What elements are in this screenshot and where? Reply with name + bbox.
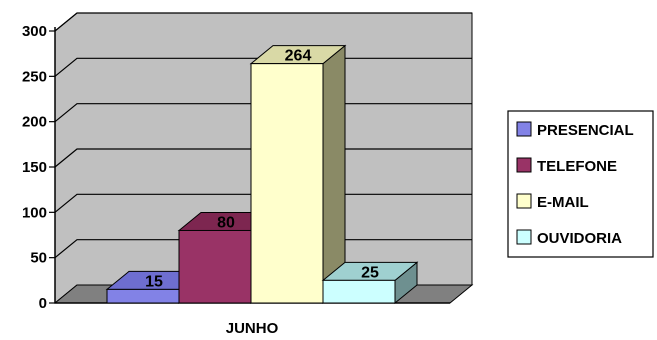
y-tick-label: 150 bbox=[22, 159, 47, 176]
legend-swatch bbox=[516, 193, 532, 209]
legend-swatch bbox=[516, 229, 532, 245]
legend-swatch bbox=[516, 121, 532, 137]
y-tick-label: 100 bbox=[22, 204, 47, 221]
y-tick-label: 250 bbox=[22, 68, 47, 85]
legend-label: TELEFONE bbox=[537, 158, 617, 175]
legend-label: E-MAIL bbox=[537, 194, 589, 211]
data-label: 264 bbox=[285, 48, 312, 65]
y-tick-label: 0 bbox=[39, 295, 47, 312]
x-axis-categories: JUNHO bbox=[226, 320, 279, 337]
legend-item: TELEFONE bbox=[516, 157, 617, 175]
bar-e-mail bbox=[249, 44, 347, 305]
legend-swatch bbox=[516, 157, 532, 173]
bar-ouvidoria bbox=[321, 261, 419, 305]
bar-front bbox=[178, 229, 252, 304]
bars bbox=[105, 44, 419, 305]
y-tick-label: 200 bbox=[22, 114, 47, 131]
y-tick-label: 50 bbox=[30, 250, 47, 267]
category-label: JUNHO bbox=[226, 320, 279, 337]
legend-box bbox=[507, 110, 654, 258]
legend-item: E-MAIL bbox=[516, 193, 589, 211]
y-tick-label: 300 bbox=[22, 23, 47, 40]
legend: PRESENCIAL TELEFONE E-MAIL OUVIDORIA bbox=[507, 110, 654, 258]
data-labels: 15 80 264 25 bbox=[145, 48, 379, 291]
bar-front bbox=[322, 279, 396, 304]
gridline bbox=[54, 12, 472, 32]
bar-front bbox=[250, 63, 324, 304]
data-label: 80 bbox=[217, 214, 235, 231]
legend-item: PRESENCIAL bbox=[516, 121, 634, 139]
legend-label: PRESENCIAL bbox=[537, 122, 634, 139]
data-label: 25 bbox=[361, 264, 379, 281]
legend-item: OUVIDORIA bbox=[516, 229, 622, 247]
legend-label: OUVIDORIA bbox=[537, 230, 622, 247]
y-axis-ticks: 0 50 100 150 200 250 300 bbox=[22, 23, 55, 312]
bar-front bbox=[106, 288, 180, 304]
data-label: 15 bbox=[145, 273, 163, 290]
